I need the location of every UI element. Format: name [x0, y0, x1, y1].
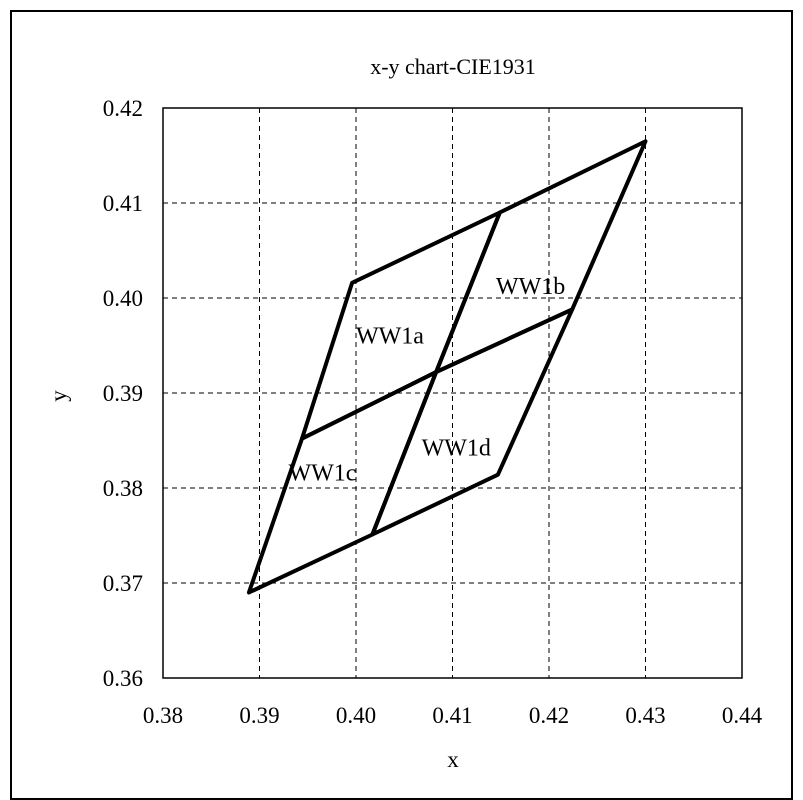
- y-axis-title: y: [46, 390, 71, 402]
- region-ww1d: [370, 307, 575, 537]
- region-ww1b: [434, 139, 648, 375]
- x-tick-label: 0.38: [143, 703, 183, 728]
- y-tick-label: 0.36: [103, 666, 143, 691]
- region-label-ww1c: WW1c: [288, 460, 356, 486]
- y-tick-label: 0.42: [103, 96, 143, 121]
- plot-area: [162, 107, 743, 679]
- y-tick-label: 0.40: [103, 286, 143, 311]
- x-tick-label: 0.41: [432, 703, 472, 728]
- chart-title: x-y chart-CIE1931: [370, 54, 536, 79]
- y-tick-label: 0.39: [103, 381, 143, 406]
- x-axis-title: x: [447, 747, 459, 772]
- bin-region-labels: WW1a WW1b WW1c WW1d: [288, 274, 565, 486]
- bin-regions: [246, 139, 648, 595]
- y-tick-labels: 0.36 0.37 0.38 0.39 0.40 0.41 0.42: [103, 96, 143, 691]
- chart-frame: [10, 10, 793, 800]
- y-tick-label: 0.41: [103, 191, 143, 216]
- region-label-ww1b: WW1b: [496, 274, 565, 300]
- x-tick-label: 0.44: [722, 703, 763, 728]
- region-label-ww1a: WW1a: [356, 324, 424, 350]
- x-tick-label: 0.42: [529, 703, 569, 728]
- gridlines: [163, 108, 742, 678]
- x-tick-label: 0.43: [625, 703, 665, 728]
- x-tick-label: 0.40: [336, 703, 376, 728]
- y-tick-label: 0.38: [103, 476, 143, 501]
- region-label-ww1d: WW1d: [422, 436, 491, 462]
- x-tick-label: 0.39: [239, 703, 279, 728]
- x-tick-labels: 0.38 0.39 0.40 0.41 0.42 0.43 0.44: [143, 703, 763, 728]
- y-tick-label: 0.37: [103, 571, 143, 596]
